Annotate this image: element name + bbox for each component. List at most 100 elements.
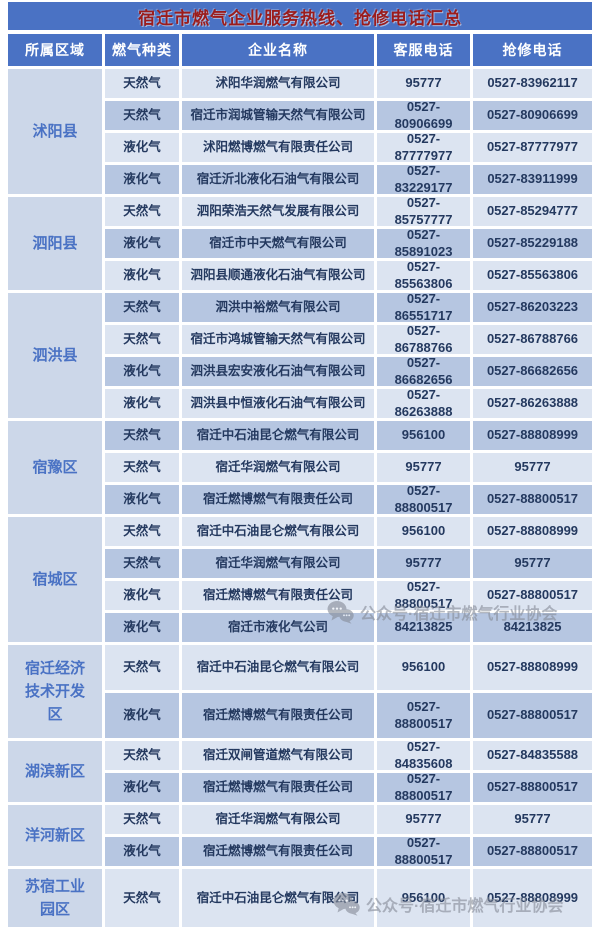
- company-cell: 宿迁中石油昆仑燃气有限公司: [182, 517, 374, 546]
- service-phone-cell: 95777: [377, 805, 470, 834]
- gas-type-cell: 天然气: [105, 869, 179, 927]
- repair-phone-cell: 0527-86788766: [473, 325, 592, 354]
- repair-phone-cell: 0527-83962117: [473, 69, 592, 98]
- region-cell: 洋河新区: [8, 805, 102, 866]
- company-cell: 宿迁市液化气公司: [182, 613, 374, 642]
- service-phone-cell: 0527-88800517: [377, 835, 470, 867]
- region-section: 宿城区 天然气 宿迁中石油昆仑燃气有限公司 956100 0527-88808999 天然…: [8, 517, 592, 642]
- gas-type-cell: 液化气: [105, 773, 179, 802]
- repair-phone-cell: 0527-86263888: [473, 389, 592, 418]
- region-cell: 泗阳县: [8, 197, 102, 290]
- repair-phone-cell: 0527-88808999: [473, 645, 592, 690]
- gas-type-cell: 液化气: [105, 261, 179, 290]
- repair-phone-cell: 0527-86203223: [473, 293, 592, 322]
- company-cell: 泗洪县宏安液化石油气有限公司: [182, 357, 374, 386]
- gas-type-cell: 液化气: [105, 613, 179, 642]
- company-cell: 泗洪中裕燃气有限公司: [182, 293, 374, 322]
- company-cell: 宿迁燃博燃气有限责任公司: [182, 485, 374, 514]
- service-phone-cell: 0527-88800517: [377, 579, 470, 611]
- repair-phone-cell: 0527-85294777: [473, 197, 592, 226]
- table-header: 所属区域 燃气种类 企业名称 客服电话 抢修电话: [8, 34, 592, 66]
- region-section: 宿迁经济技术开发区 天然气 宿迁中石油昆仑燃气有限公司 956100 0527-8880…: [8, 645, 592, 738]
- service-phone-cell: 0527-84835608: [377, 739, 470, 771]
- gas-type-cell: 天然气: [105, 805, 179, 834]
- region-section: 苏宿工业园区 天然气 宿迁中石油昆仑燃气有限公司 956100 0527-8880899…: [8, 869, 592, 927]
- gas-type-cell: 液化气: [105, 357, 179, 386]
- gas-type-cell: 天然气: [105, 517, 179, 546]
- company-cell: 宿迁燃博燃气有限责任公司: [182, 837, 374, 866]
- gas-type-cell: 液化气: [105, 485, 179, 514]
- repair-phone-cell: 0527-86682656: [473, 357, 592, 386]
- service-phone-cell: 0527-85563806: [377, 259, 470, 291]
- service-phone-cell: 0527-86263888: [377, 387, 470, 419]
- company-cell: 宿迁市润城管输天然气有限公司: [182, 101, 374, 130]
- repair-phone-cell: 95777: [473, 453, 592, 482]
- page-title: 宿迁市燃气企业服务热线、抢修电话汇总: [8, 2, 592, 30]
- company-cell: 宿迁华润燃气有限公司: [182, 549, 374, 578]
- service-phone-cell: 95777: [377, 69, 470, 98]
- service-phone-cell: 0527-86788766: [377, 323, 470, 355]
- service-phone-cell: 0527-87777977: [377, 131, 470, 163]
- repair-phone-cell: 0527-84835588: [473, 741, 592, 770]
- region-cell: 泗洪县: [8, 293, 102, 418]
- region-section: 沭阳县 天然气 沭阳华润燃气有限公司 95777 0527-83962117 天然气 宿迁市…: [8, 69, 592, 195]
- repair-phone-cell: 0527-88808999: [473, 421, 592, 450]
- service-phone-cell: 0527-88800517: [377, 771, 470, 803]
- table-body: 沭阳县 天然气 沭阳华润燃气有限公司 95777 0527-83962117 天然气 宿迁市…: [8, 69, 592, 927]
- company-cell: 沭阳华润燃气有限公司: [182, 69, 374, 98]
- repair-phone-cell: 0527-87777977: [473, 133, 592, 162]
- company-cell: 宿迁燃博燃气有限责任公司: [182, 773, 374, 802]
- gas-type-cell: 天然气: [105, 69, 179, 98]
- repair-phone-cell: 0527-83911999: [473, 165, 592, 194]
- company-cell: 宿迁市鸿城管输天然气有限公司: [182, 325, 374, 354]
- gas-type-cell: 天然气: [105, 453, 179, 482]
- company-cell: 宿迁沂北液化石油气有限公司: [182, 165, 374, 194]
- repair-phone-cell: 95777: [473, 549, 592, 578]
- service-phone-cell: 0527-86682656: [377, 355, 470, 387]
- header-gas-type: 燃气种类: [105, 34, 179, 66]
- repair-phone-cell: 0527-88800517: [473, 485, 592, 514]
- company-cell: 宿迁中石油昆仑燃气有限公司: [182, 645, 374, 690]
- company-cell: 宿迁中石油昆仑燃气有限公司: [182, 421, 374, 450]
- repair-phone-cell: 0527-80906699: [473, 101, 592, 130]
- gas-type-cell: 天然气: [105, 741, 179, 770]
- header-region: 所属区域: [8, 34, 102, 66]
- repair-phone-cell: 0527-85229188: [473, 229, 592, 258]
- header-company: 企业名称: [182, 34, 374, 66]
- service-phone-cell: 956100: [377, 421, 470, 450]
- service-phone-cell: 95777: [377, 453, 470, 482]
- region-cell: 宿城区: [8, 517, 102, 642]
- gas-type-cell: 天然气: [105, 421, 179, 450]
- gas-type-cell: 天然气: [105, 325, 179, 354]
- gas-type-cell: 液化气: [105, 693, 179, 738]
- company-cell: 沭阳燃博燃气有限责任公司: [182, 133, 374, 162]
- repair-phone-cell: 0527-85563806: [473, 261, 592, 290]
- service-phone-cell: 84213825: [377, 613, 470, 642]
- repair-phone-cell: 0527-88808999: [473, 869, 592, 927]
- gas-type-cell: 液化气: [105, 229, 179, 258]
- repair-phone-cell: 0527-88800517: [473, 837, 592, 866]
- company-cell: 宿迁华润燃气有限公司: [182, 453, 374, 482]
- region-section: 湖滨新区 天然气 宿迁双闸管道燃气有限公司 0527-84835608 0527-848…: [8, 739, 592, 803]
- company-cell: 宿迁市中天燃气有限公司: [182, 229, 374, 258]
- service-phone-cell: 0527-88800517: [377, 693, 470, 738]
- company-cell: 宿迁双闸管道燃气有限公司: [182, 741, 374, 770]
- service-phone-cell: 956100: [377, 645, 470, 690]
- gas-type-cell: 液化气: [105, 837, 179, 866]
- region-section: 宿豫区 天然气 宿迁中石油昆仑燃气有限公司 956100 0527-88808999 天然…: [8, 421, 592, 515]
- header-repair-phone: 抢修电话: [473, 34, 592, 66]
- company-cell: 宿迁燃博燃气有限责任公司: [182, 693, 374, 738]
- service-phone-cell: 0527-83229177: [377, 163, 470, 195]
- repair-phone-cell: 95777: [473, 805, 592, 834]
- gas-type-cell: 天然气: [105, 549, 179, 578]
- gas-type-cell: 液化气: [105, 389, 179, 418]
- service-phone-cell: 0527-80906699: [377, 99, 470, 131]
- company-cell: 宿迁华润燃气有限公司: [182, 805, 374, 834]
- header-service-phone: 客服电话: [377, 34, 470, 66]
- region-cell: 宿迁经济技术开发区: [8, 645, 102, 738]
- gas-type-cell: 液化气: [105, 133, 179, 162]
- region-section: 泗洪县 天然气 泗洪中裕燃气有限公司 0527-86551717 0527-862032…: [8, 291, 592, 419]
- service-phone-cell: 956100: [377, 517, 470, 546]
- region-cell: 宿豫区: [8, 421, 102, 514]
